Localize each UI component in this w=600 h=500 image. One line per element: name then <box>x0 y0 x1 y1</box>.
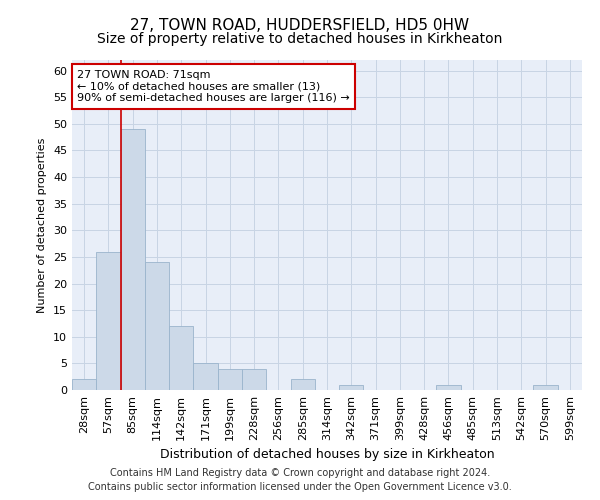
Text: Size of property relative to detached houses in Kirkheaton: Size of property relative to detached ho… <box>97 32 503 46</box>
Bar <box>121 129 145 390</box>
Text: Contains HM Land Registry data © Crown copyright and database right 2024.
Contai: Contains HM Land Registry data © Crown c… <box>88 468 512 492</box>
Bar <box>242 368 266 390</box>
Text: 27, TOWN ROAD, HUDDERSFIELD, HD5 0HW: 27, TOWN ROAD, HUDDERSFIELD, HD5 0HW <box>130 18 470 32</box>
Bar <box>169 326 193 390</box>
Bar <box>72 380 96 390</box>
Bar <box>218 368 242 390</box>
Y-axis label: Number of detached properties: Number of detached properties <box>37 138 47 312</box>
X-axis label: Distribution of detached houses by size in Kirkheaton: Distribution of detached houses by size … <box>160 448 494 462</box>
Bar <box>339 384 364 390</box>
Bar <box>290 380 315 390</box>
Bar <box>436 384 461 390</box>
Bar <box>533 384 558 390</box>
Bar <box>96 252 121 390</box>
Text: 27 TOWN ROAD: 71sqm
← 10% of detached houses are smaller (13)
90% of semi-detach: 27 TOWN ROAD: 71sqm ← 10% of detached ho… <box>77 70 350 103</box>
Bar <box>145 262 169 390</box>
Bar <box>193 364 218 390</box>
